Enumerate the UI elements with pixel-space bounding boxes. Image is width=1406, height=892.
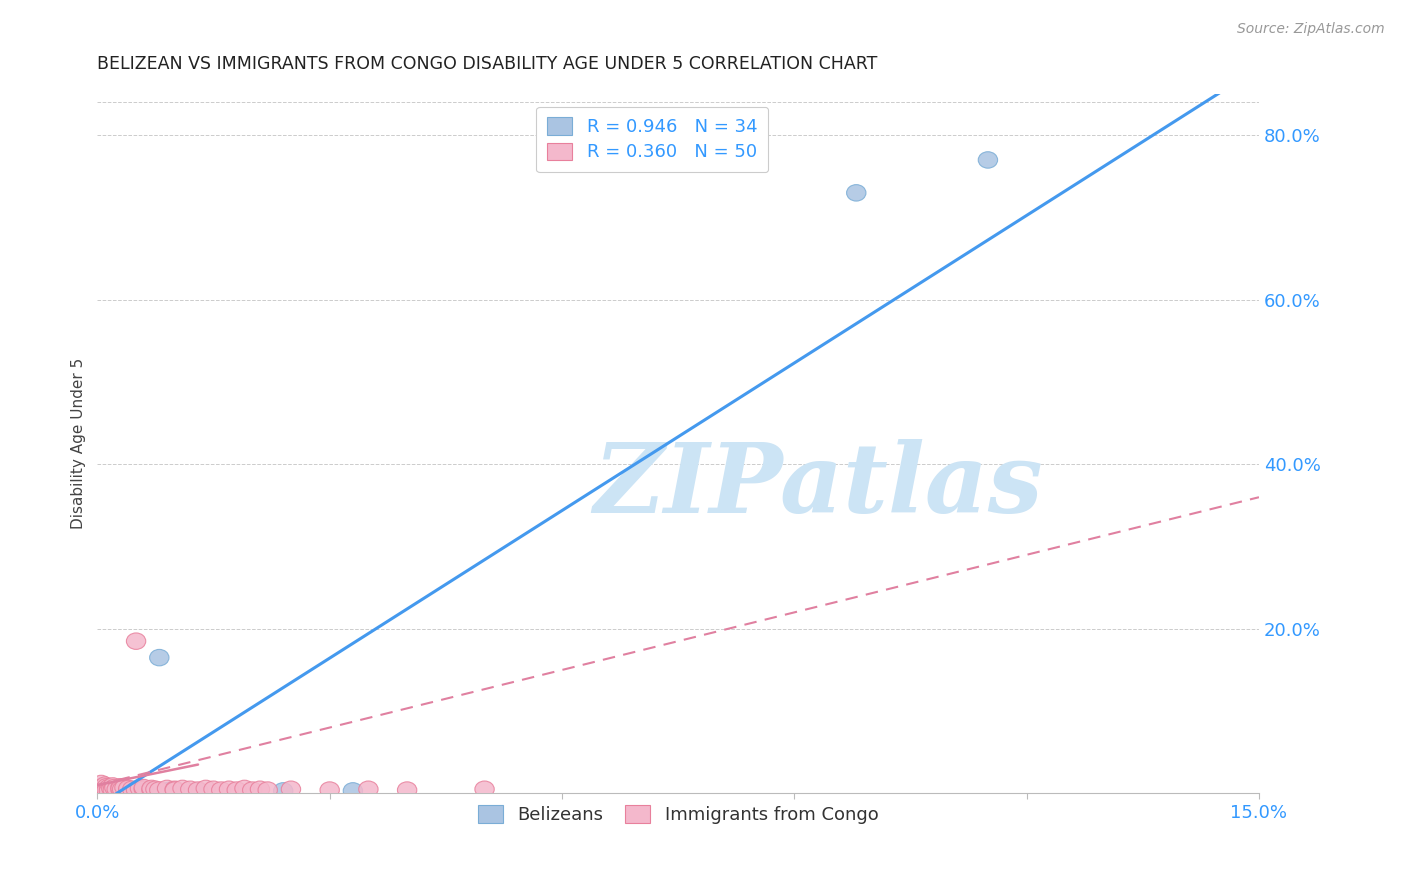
Text: Source: ZipAtlas.com: Source: ZipAtlas.com — [1237, 22, 1385, 37]
Ellipse shape — [281, 781, 301, 797]
Ellipse shape — [188, 782, 208, 799]
Ellipse shape — [97, 781, 117, 798]
Ellipse shape — [250, 781, 270, 797]
Ellipse shape — [111, 781, 131, 798]
Ellipse shape — [149, 649, 169, 665]
Ellipse shape — [101, 780, 121, 797]
Text: BELIZEAN VS IMMIGRANTS FROM CONGO DISABILITY AGE UNDER 5 CORRELATION CHART: BELIZEAN VS IMMIGRANTS FROM CONGO DISABI… — [97, 55, 877, 73]
Ellipse shape — [979, 152, 998, 169]
Ellipse shape — [104, 782, 124, 799]
Text: ZIPatlas: ZIPatlas — [593, 439, 1042, 533]
Ellipse shape — [103, 778, 122, 794]
Ellipse shape — [117, 782, 136, 799]
Ellipse shape — [162, 781, 180, 798]
Ellipse shape — [115, 780, 134, 796]
Legend: Belizeans, Immigrants from Congo: Belizeans, Immigrants from Congo — [468, 797, 887, 833]
Ellipse shape — [134, 782, 153, 799]
Ellipse shape — [173, 780, 193, 797]
Ellipse shape — [475, 781, 495, 797]
Ellipse shape — [157, 782, 177, 799]
Ellipse shape — [100, 782, 118, 799]
Ellipse shape — [157, 780, 177, 797]
Ellipse shape — [274, 782, 292, 799]
Ellipse shape — [100, 782, 118, 799]
Ellipse shape — [96, 782, 115, 799]
Y-axis label: Disability Age Under 5: Disability Age Under 5 — [72, 358, 86, 529]
Ellipse shape — [142, 781, 162, 798]
Ellipse shape — [204, 781, 224, 797]
Ellipse shape — [146, 781, 165, 797]
Ellipse shape — [103, 783, 122, 800]
Ellipse shape — [134, 781, 153, 798]
Ellipse shape — [97, 779, 117, 795]
Ellipse shape — [118, 780, 138, 797]
Ellipse shape — [127, 781, 146, 798]
Ellipse shape — [107, 781, 127, 797]
Ellipse shape — [165, 781, 184, 798]
Ellipse shape — [103, 781, 122, 798]
Ellipse shape — [118, 781, 138, 798]
Ellipse shape — [149, 781, 169, 798]
Ellipse shape — [226, 781, 246, 798]
Ellipse shape — [134, 781, 153, 797]
Ellipse shape — [142, 782, 162, 799]
Ellipse shape — [127, 783, 146, 800]
Ellipse shape — [398, 781, 416, 798]
Ellipse shape — [219, 781, 239, 797]
Ellipse shape — [111, 783, 131, 800]
Ellipse shape — [118, 783, 138, 800]
Ellipse shape — [125, 782, 145, 799]
Ellipse shape — [91, 775, 111, 792]
Ellipse shape — [112, 781, 132, 797]
Ellipse shape — [259, 781, 277, 798]
Ellipse shape — [165, 781, 184, 797]
Ellipse shape — [127, 633, 146, 649]
Ellipse shape — [127, 781, 146, 798]
Ellipse shape — [343, 782, 363, 799]
Ellipse shape — [142, 780, 162, 797]
Ellipse shape — [112, 782, 132, 799]
Ellipse shape — [180, 781, 200, 797]
Ellipse shape — [235, 780, 254, 797]
Ellipse shape — [94, 779, 114, 795]
Ellipse shape — [97, 783, 117, 800]
Ellipse shape — [100, 780, 118, 796]
Ellipse shape — [104, 780, 124, 796]
Ellipse shape — [188, 781, 208, 798]
Ellipse shape — [94, 783, 114, 800]
Ellipse shape — [111, 782, 131, 799]
Ellipse shape — [195, 780, 215, 797]
Ellipse shape — [321, 781, 339, 798]
Ellipse shape — [100, 781, 118, 798]
Ellipse shape — [134, 780, 153, 796]
Ellipse shape — [122, 781, 142, 797]
Ellipse shape — [243, 781, 262, 798]
Ellipse shape — [101, 782, 121, 799]
Ellipse shape — [96, 777, 115, 793]
Ellipse shape — [122, 782, 142, 799]
Ellipse shape — [111, 781, 131, 798]
Ellipse shape — [359, 781, 378, 797]
Ellipse shape — [846, 185, 866, 201]
Ellipse shape — [103, 781, 122, 798]
Ellipse shape — [111, 779, 131, 795]
Ellipse shape — [107, 781, 127, 798]
Ellipse shape — [118, 781, 138, 798]
Ellipse shape — [211, 781, 231, 798]
Ellipse shape — [131, 780, 149, 797]
Ellipse shape — [115, 781, 134, 798]
Ellipse shape — [96, 781, 115, 797]
Ellipse shape — [107, 782, 127, 799]
Ellipse shape — [111, 780, 131, 797]
